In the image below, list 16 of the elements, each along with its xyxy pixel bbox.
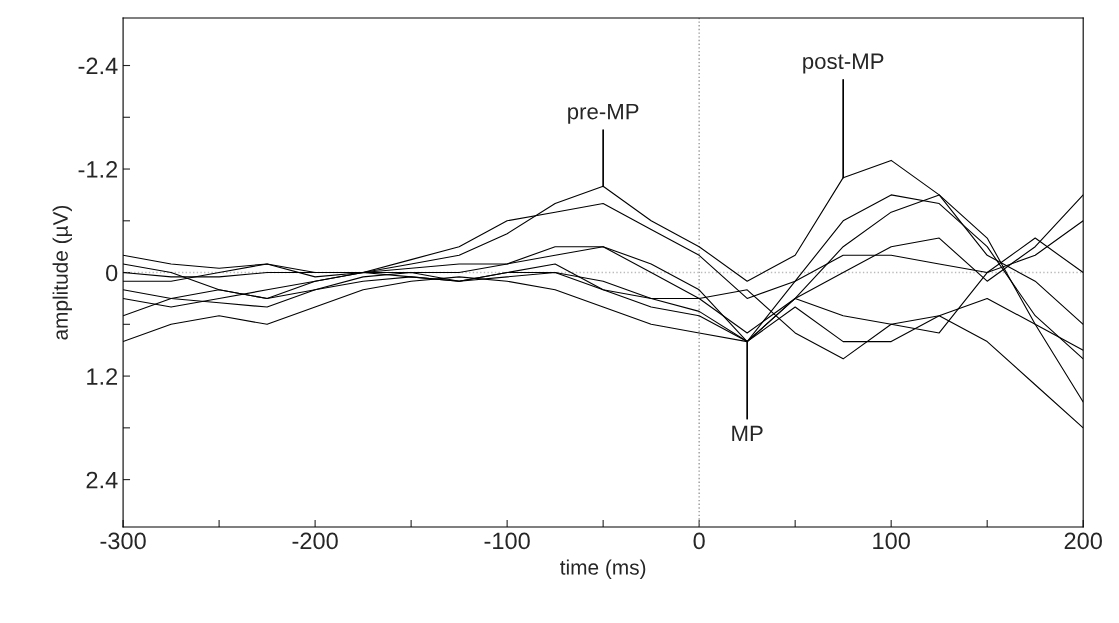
y-tick-label: -1.2 — [78, 161, 118, 178]
x-tick-label: -200 — [292, 532, 338, 550]
y-tick-label: -2.4 — [78, 57, 118, 75]
x-tick-label: 0 — [693, 532, 705, 550]
annotation: MP — [732, 425, 763, 442]
annotation: pre-MP — [568, 103, 639, 124]
y-tick-label: 1.2 — [87, 368, 118, 385]
annotation: post-MP — [803, 53, 884, 74]
x-tick-label: 100 — [873, 532, 910, 550]
x-tick-label: 200 — [1064, 532, 1102, 550]
x-tick-label: -300 — [100, 532, 146, 550]
y-tick-label: 2.4 — [86, 471, 118, 489]
x-tick-label: -100 — [484, 532, 530, 550]
y-axis-title: amplitude (µV) — [52, 205, 72, 340]
x-axis-title: time (ms) — [560, 559, 646, 579]
y-tick-label: 0 — [106, 264, 118, 282]
